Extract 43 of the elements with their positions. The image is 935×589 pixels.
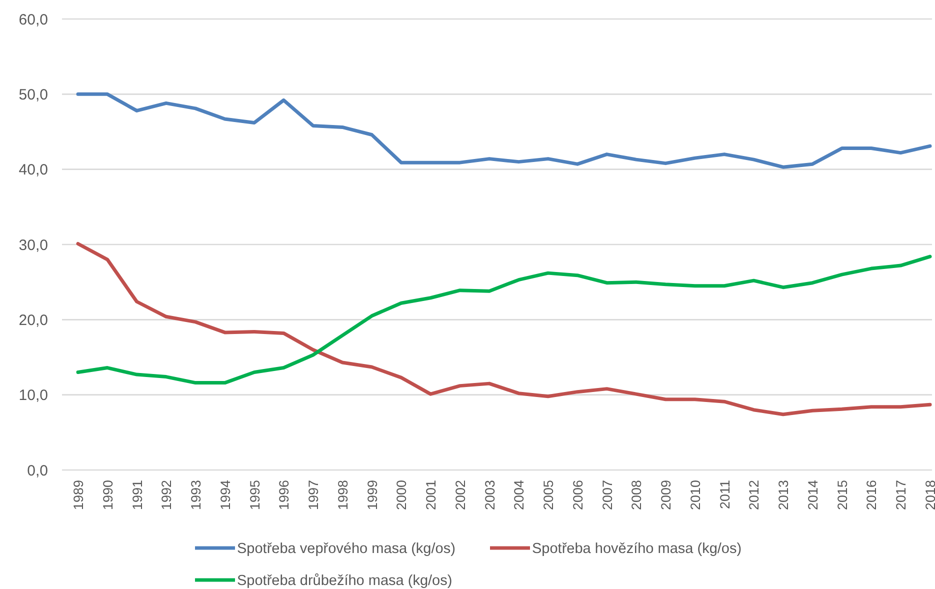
legend-label: Spotřeba vepřového masa (kg/os) — [237, 541, 456, 558]
x-tick-label: 2009 — [658, 480, 674, 510]
x-tick-label: 1995 — [247, 480, 262, 510]
y-tick-label: 30,0 — [18, 236, 48, 254]
x-tick-label: 2004 — [512, 480, 527, 510]
x-tick-label: 1989 — [71, 480, 86, 510]
x-tick-label: 2012 — [746, 480, 762, 510]
y-tick-label: 50,0 — [18, 86, 48, 104]
x-tick-label: 2008 — [629, 480, 644, 510]
x-tick-label: 1994 — [218, 480, 233, 510]
y-tick-label: 10,0 — [18, 387, 48, 404]
x-tick-label: 2005 — [541, 480, 556, 510]
y-tick-label: 0,0 — [27, 462, 48, 480]
x-tick-label: 2002 — [452, 480, 468, 510]
x-tick-label: 2014 — [805, 480, 820, 510]
x-tick-label: 2015 — [834, 480, 850, 510]
x-tick-label: 1998 — [335, 480, 350, 510]
x-tick-label: 2003 — [482, 480, 498, 510]
y-tick-label: 40,0 — [18, 162, 48, 179]
y-tick-label: 20,0 — [18, 312, 48, 329]
legend-label: Spotřeba hovězího masa (kg/os) — [532, 541, 742, 558]
y-tick-label: 60,0 — [18, 11, 48, 28]
x-tick-label: 2016 — [864, 480, 880, 510]
x-tick-label: 2007 — [600, 480, 615, 510]
x-tick-label: 2006 — [570, 480, 586, 510]
x-tick-label: 2013 — [776, 480, 792, 510]
x-tick-label: 2001 — [424, 480, 439, 510]
x-tick-label: 1991 — [130, 480, 145, 510]
x-tick-label: 1997 — [306, 480, 322, 510]
line-series — [76, 242, 932, 416]
x-tick-label: 1996 — [276, 480, 292, 510]
x-tick-label: 1990 — [100, 480, 116, 510]
legend-label: Spotřeba drůbežího masa (kg/os) — [237, 573, 452, 589]
line-series — [76, 92, 932, 169]
x-tick-label: 1992 — [159, 480, 174, 510]
x-tick-label: 2011 — [717, 480, 732, 510]
x-tick-label: 1993 — [188, 480, 204, 510]
x-tick-label: 2000 — [394, 480, 410, 510]
x-tick-label: 2018 — [923, 480, 935, 510]
x-tick-label: 1999 — [364, 480, 380, 510]
x-tick-label: 2010 — [688, 480, 703, 510]
line-series — [76, 254, 932, 385]
x-tick-label: 2017 — [894, 480, 909, 510]
